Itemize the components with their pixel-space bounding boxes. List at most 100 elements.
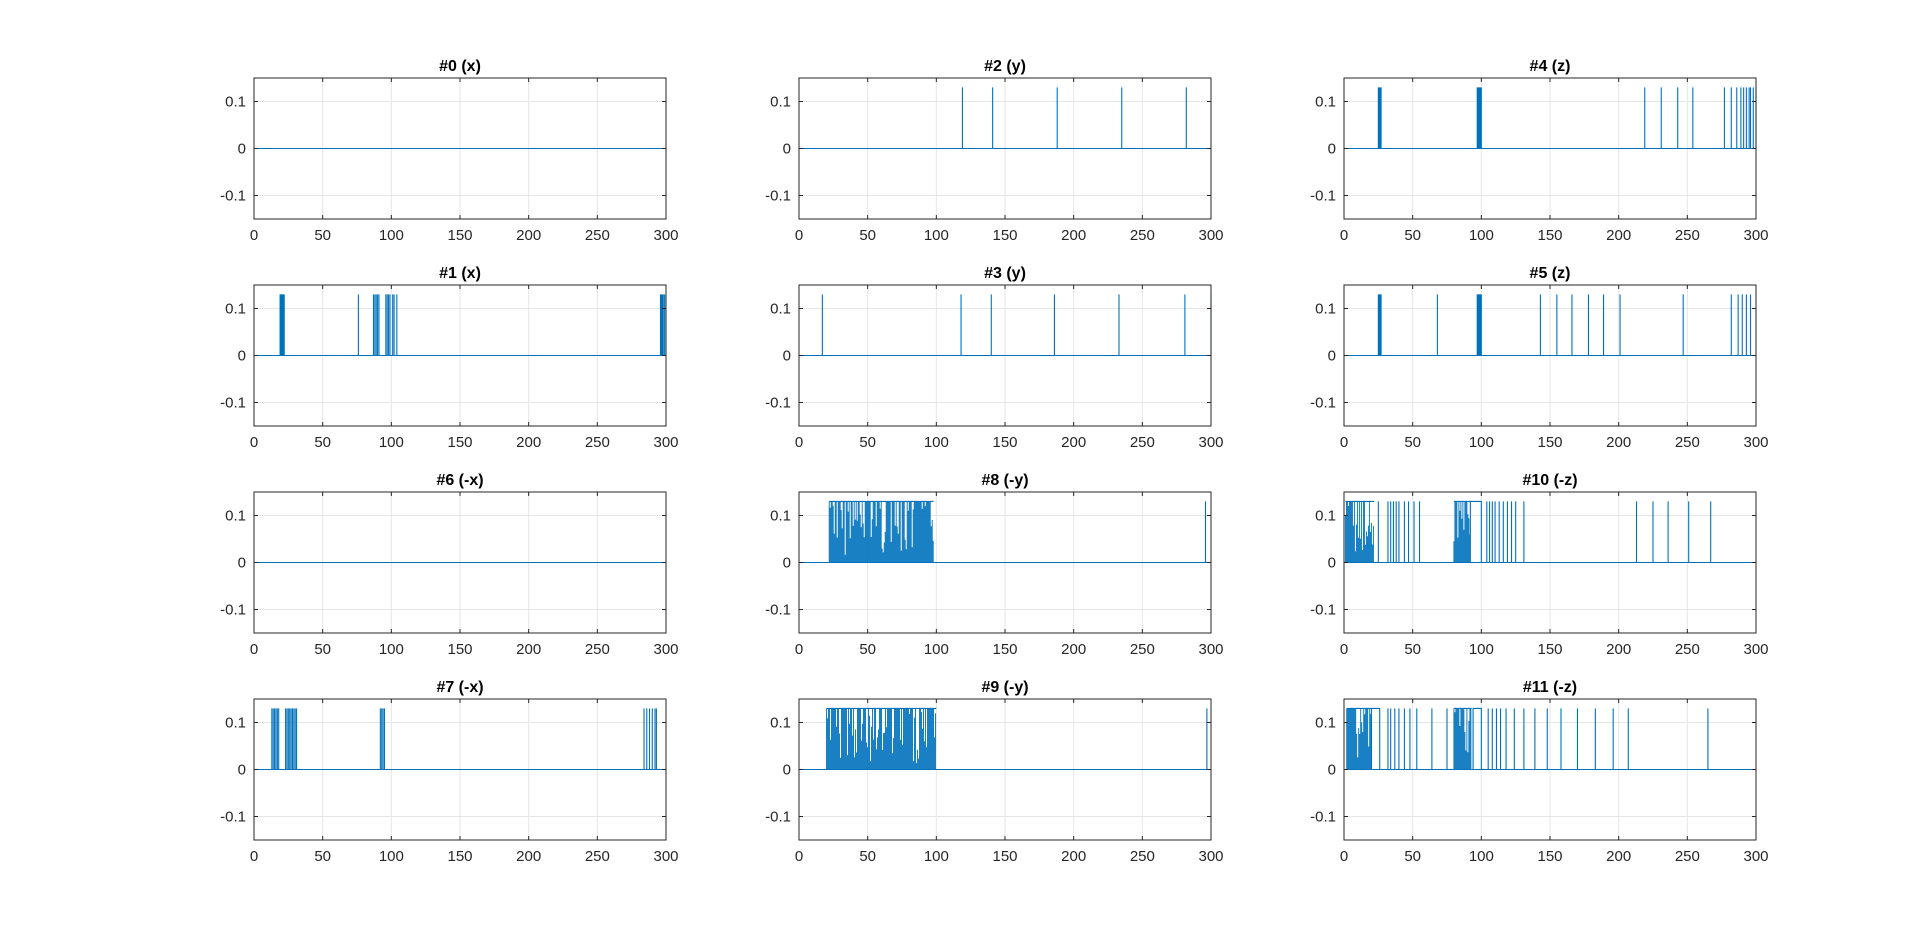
x-tick-label: 50 <box>1404 227 1421 244</box>
y-tick-label: -0.1 <box>1310 809 1336 826</box>
x-tick-label: 250 <box>1675 641 1700 658</box>
x-tick-label: 250 <box>585 848 610 865</box>
x-tick-label: 250 <box>1130 641 1155 658</box>
x-tick-label: 100 <box>379 434 404 451</box>
y-tick-label: 0.1 <box>1315 301 1336 318</box>
x-tick-label: 250 <box>585 641 610 658</box>
dense-pulse-train <box>828 501 934 563</box>
x-tick-label: 300 <box>1743 227 1768 244</box>
y-tick-label: 0 <box>238 141 246 158</box>
x-tick-label: 100 <box>379 848 404 865</box>
x-tick-label: 250 <box>1130 227 1155 244</box>
x-tick-label: 0 <box>250 434 258 451</box>
x-tick-label: 0 <box>1340 641 1348 658</box>
x-tick-label: 200 <box>516 434 541 451</box>
x-tick-label: 100 <box>379 227 404 244</box>
dense-pulse-train <box>1453 501 1471 563</box>
x-tick-label: 300 <box>653 434 678 451</box>
subplot-title: #3 (y) <box>984 265 1026 282</box>
x-tick-label: 50 <box>1404 848 1421 865</box>
x-tick-label: 300 <box>1743 641 1768 658</box>
y-tick-label: 0 <box>783 555 791 572</box>
x-tick-label: 150 <box>447 434 472 451</box>
x-tick-label: 150 <box>1537 227 1562 244</box>
x-tick-label: 200 <box>1606 848 1631 865</box>
signal-trace <box>254 708 666 771</box>
y-tick-label: 0.1 <box>225 508 246 525</box>
subplot: 0 50 100 150 200 250 300 0.1 0 -0.1 #4 (z) <box>1310 58 1768 244</box>
y-tick-label: 0.1 <box>1315 508 1336 525</box>
subplot: 0 50 100 150 200 250 300 0.1 0 -0.1 #7 (-x) <box>220 679 678 865</box>
y-tick-label: -0.1 <box>765 188 791 205</box>
x-tick-label: 100 <box>924 434 949 451</box>
x-tick-label: 300 <box>653 848 678 865</box>
x-tick-label: 50 <box>314 641 331 658</box>
x-tick-label: 100 <box>1469 641 1494 658</box>
x-tick-label: 300 <box>1743 434 1768 451</box>
signal-trace <box>1344 294 1756 357</box>
dense-pulse-train <box>1346 708 1372 770</box>
y-tick-label: -0.1 <box>765 602 791 619</box>
x-tick-label: 50 <box>859 434 876 451</box>
x-tick-label: 0 <box>795 227 803 244</box>
y-tick-label: -0.1 <box>220 188 246 205</box>
x-tick-label: 100 <box>1469 434 1494 451</box>
x-tick-label: 150 <box>447 227 472 244</box>
x-tick-label: 0 <box>1340 434 1348 451</box>
subplot-title: #4 (z) <box>1530 58 1571 75</box>
x-tick-label: 150 <box>447 848 472 865</box>
x-tick-label: 200 <box>1061 434 1086 451</box>
x-tick-label: 300 <box>1198 227 1223 244</box>
x-tick-label: 100 <box>379 641 404 658</box>
subplot-title: #5 (z) <box>1530 265 1571 282</box>
signal-trace <box>1344 707 1756 771</box>
x-tick-label: 0 <box>250 227 258 244</box>
subplot: 0 50 100 150 200 250 300 0.1 0 -0.1 #10 (-z) <box>1310 472 1768 658</box>
signal-trace <box>1344 87 1757 150</box>
x-tick-label: 300 <box>1743 848 1768 865</box>
x-tick-label: 0 <box>795 641 803 658</box>
y-tick-label: 0.1 <box>770 508 791 525</box>
subplot: 0 50 100 150 200 250 300 0.1 0 -0.1 #8 (-y) <box>765 472 1223 658</box>
x-tick-label: 100 <box>924 227 949 244</box>
y-tick-label: 0.1 <box>225 715 246 732</box>
signal-trace <box>1344 500 1756 564</box>
x-tick-label: 250 <box>585 434 610 451</box>
y-tick-label: -0.1 <box>220 809 246 826</box>
signal-trace <box>254 294 666 357</box>
subplot: 0 50 100 150 200 250 300 0.1 0 -0.1 #1 (x) <box>220 265 678 451</box>
x-tick-label: 300 <box>1198 641 1223 658</box>
y-tick-label: -0.1 <box>765 809 791 826</box>
x-tick-label: 200 <box>516 227 541 244</box>
subplot: 0 50 100 150 200 250 300 0.1 0 -0.1 #0 (x) <box>220 58 678 244</box>
signal-trace <box>799 707 1211 771</box>
x-tick-label: 0 <box>1340 227 1348 244</box>
subplot-title: #0 (x) <box>439 58 481 75</box>
x-tick-label: 50 <box>859 227 876 244</box>
x-tick-label: 50 <box>1404 434 1421 451</box>
y-tick-label: 0 <box>1328 348 1336 365</box>
subplot: 0 50 100 150 200 250 300 0.1 0 -0.1 #3 (y) <box>765 265 1223 451</box>
x-tick-label: 200 <box>516 848 541 865</box>
subplot-title: #7 (-x) <box>436 679 483 696</box>
plateau-mark <box>1469 500 1482 563</box>
y-tick-label: 0 <box>783 348 791 365</box>
x-tick-label: 200 <box>1606 227 1631 244</box>
y-tick-label: 0.1 <box>770 94 791 111</box>
x-tick-label: 150 <box>1537 434 1562 451</box>
x-tick-label: 250 <box>1130 434 1155 451</box>
x-tick-label: 50 <box>314 227 331 244</box>
x-tick-label: 150 <box>992 848 1017 865</box>
x-tick-label: 200 <box>516 641 541 658</box>
dense-pulse-train <box>1344 501 1374 563</box>
y-tick-label: 0 <box>238 555 246 572</box>
plateau-mark <box>1472 707 1482 770</box>
x-tick-label: 50 <box>314 434 331 451</box>
signal-trace <box>799 294 1212 357</box>
x-tick-label: 150 <box>992 434 1017 451</box>
signal-trace <box>799 500 1211 564</box>
x-tick-label: 250 <box>1675 848 1700 865</box>
subplot-title: #9 (-y) <box>981 679 1028 696</box>
y-tick-label: 0 <box>1328 555 1336 572</box>
